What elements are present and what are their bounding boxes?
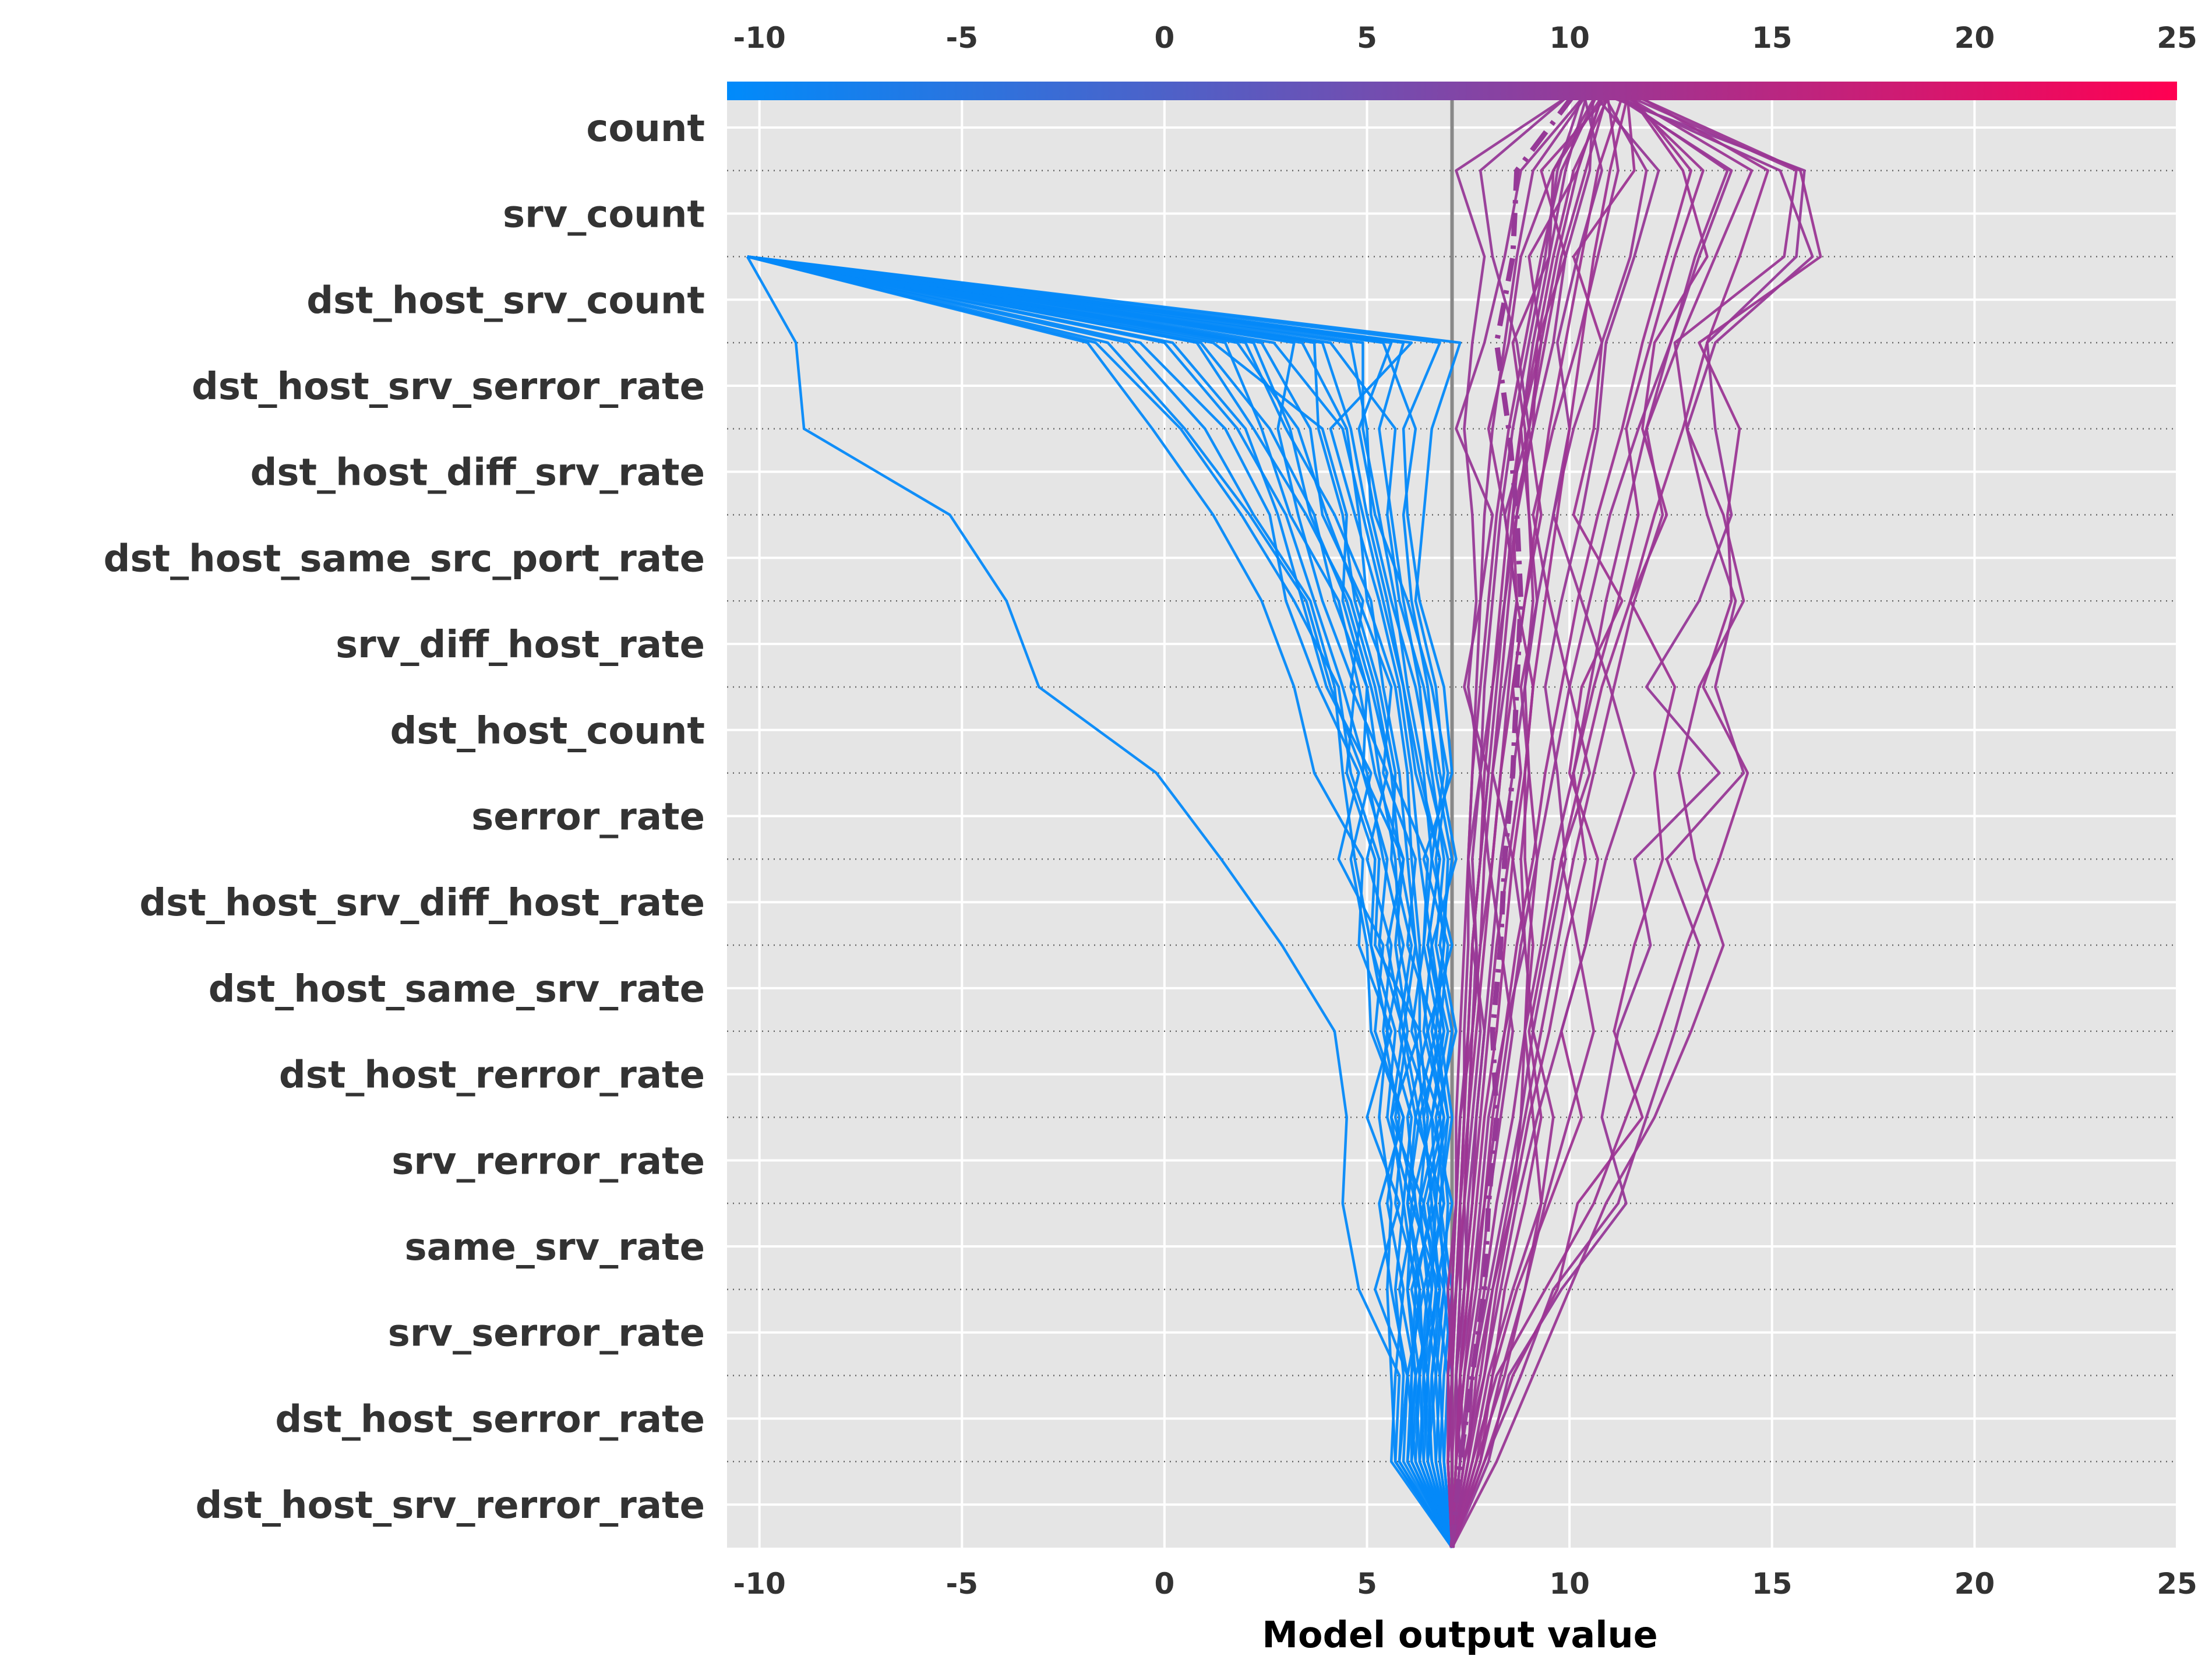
x-tick-label-bottom: -5 <box>946 1567 978 1601</box>
decision-line <box>747 255 1454 1548</box>
x-tick-label-bottom: 20 <box>1955 1567 1995 1601</box>
x-tick-label-top: 0 <box>1154 21 1174 55</box>
decision-line <box>747 255 1454 1548</box>
colorbar <box>727 82 2177 100</box>
decision-line <box>1451 83 1648 1548</box>
feature-label: dst_host_serror_rate <box>275 1398 705 1441</box>
decision-line <box>747 255 1454 1548</box>
feature-label: serror_rate <box>471 796 705 839</box>
feature-label: dst_host_srv_count <box>306 279 705 322</box>
decision-line <box>1451 83 1692 1548</box>
decision-line <box>747 255 1462 1548</box>
decision-line <box>1451 83 1806 1548</box>
decision-line <box>747 255 1458 1548</box>
x-tick-label-top: -5 <box>946 21 978 55</box>
decision-line <box>747 255 1454 1548</box>
x-tick-label-bottom: 5 <box>1357 1567 1377 1601</box>
decision-line <box>747 255 1454 1549</box>
feature-label: srv_serror_rate <box>388 1312 705 1355</box>
x-tick-label-top: -10 <box>733 21 785 55</box>
x-tick-label-bottom: 15 <box>1752 1567 1793 1601</box>
decision-line <box>1451 83 1754 1548</box>
decision-line <box>747 255 1454 1548</box>
decision-line <box>747 255 1454 1548</box>
decision-line <box>1451 83 1705 1548</box>
decision-line <box>1451 84 1587 1548</box>
decision-line <box>747 255 1454 1548</box>
x-tick-label-bottom: 25 <box>2157 1567 2197 1601</box>
x-tick-label-bottom: -10 <box>733 1567 785 1601</box>
feature-label: dst_host_srv_serror_rate <box>192 365 705 408</box>
decision-line <box>747 255 1454 1549</box>
feature-label: dst_host_diff_srv_rate <box>251 452 705 495</box>
decision-line <box>1451 84 1607 1548</box>
feature-label: srv_diff_host_rate <box>336 623 705 667</box>
decision-line <box>1451 83 1660 1548</box>
feature-label: dst_host_count <box>390 710 705 753</box>
feature-label: dst_host_same_src_port_rate <box>104 537 705 580</box>
colorbar-gradient <box>727 82 2177 100</box>
feature-label: count <box>586 107 705 150</box>
tick-labels: -10 -10 -5 -5 0 0 5 5 10 10 15 15 20 20 25 25 <box>733 21 2197 1601</box>
decision-line <box>1447 84 1603 1548</box>
decision-line <box>1451 83 1709 1548</box>
feature-label: dst_host_srv_rerror_rate <box>196 1484 705 1527</box>
decision-line <box>1451 83 1814 1548</box>
x-tick-label-top: 15 <box>1752 21 1793 55</box>
feature-label: srv_rerror_rate <box>391 1140 705 1183</box>
decision-line <box>747 255 1454 1548</box>
x-tick-label-top: 5 <box>1357 21 1377 55</box>
x-tick-label-bottom: 10 <box>1549 1567 1590 1601</box>
feature-label: dst_host_srv_diff_host_rate <box>139 882 705 925</box>
feature-label: dst_host_rerror_rate <box>279 1054 705 1097</box>
x-tick-label-top: 20 <box>1955 21 1995 55</box>
decision-line <box>747 255 1454 1548</box>
x-tick-label-top: 10 <box>1549 21 1590 55</box>
feature-label: same_srv_rate <box>405 1226 705 1269</box>
highlighted-decision-line <box>1449 83 1584 1548</box>
decision-line <box>747 255 1454 1549</box>
decision-line <box>1451 84 1632 1548</box>
decision-line <box>1451 83 1770 1548</box>
x-axis-label: Model output value <box>1262 1613 1657 1656</box>
decision-line <box>1451 83 1798 1549</box>
decision-line <box>746 256 1454 1549</box>
feature-label: srv_count <box>503 193 705 237</box>
decision-lines <box>746 83 1822 1549</box>
x-tick-label-bottom: 0 <box>1154 1567 1174 1601</box>
feature-label: dst_host_same_srv_rate <box>209 968 705 1011</box>
decision-line <box>1451 84 1611 1548</box>
x-tick-label-top: 25 <box>2157 21 2197 55</box>
decision-line <box>1451 84 1620 1548</box>
feature-labels: count srv_count dst_host_srv_count dst_host… <box>104 107 705 1527</box>
decision-line <box>747 255 1454 1548</box>
decision-line <box>1451 83 1822 1548</box>
decision-line <box>747 255 1454 1548</box>
